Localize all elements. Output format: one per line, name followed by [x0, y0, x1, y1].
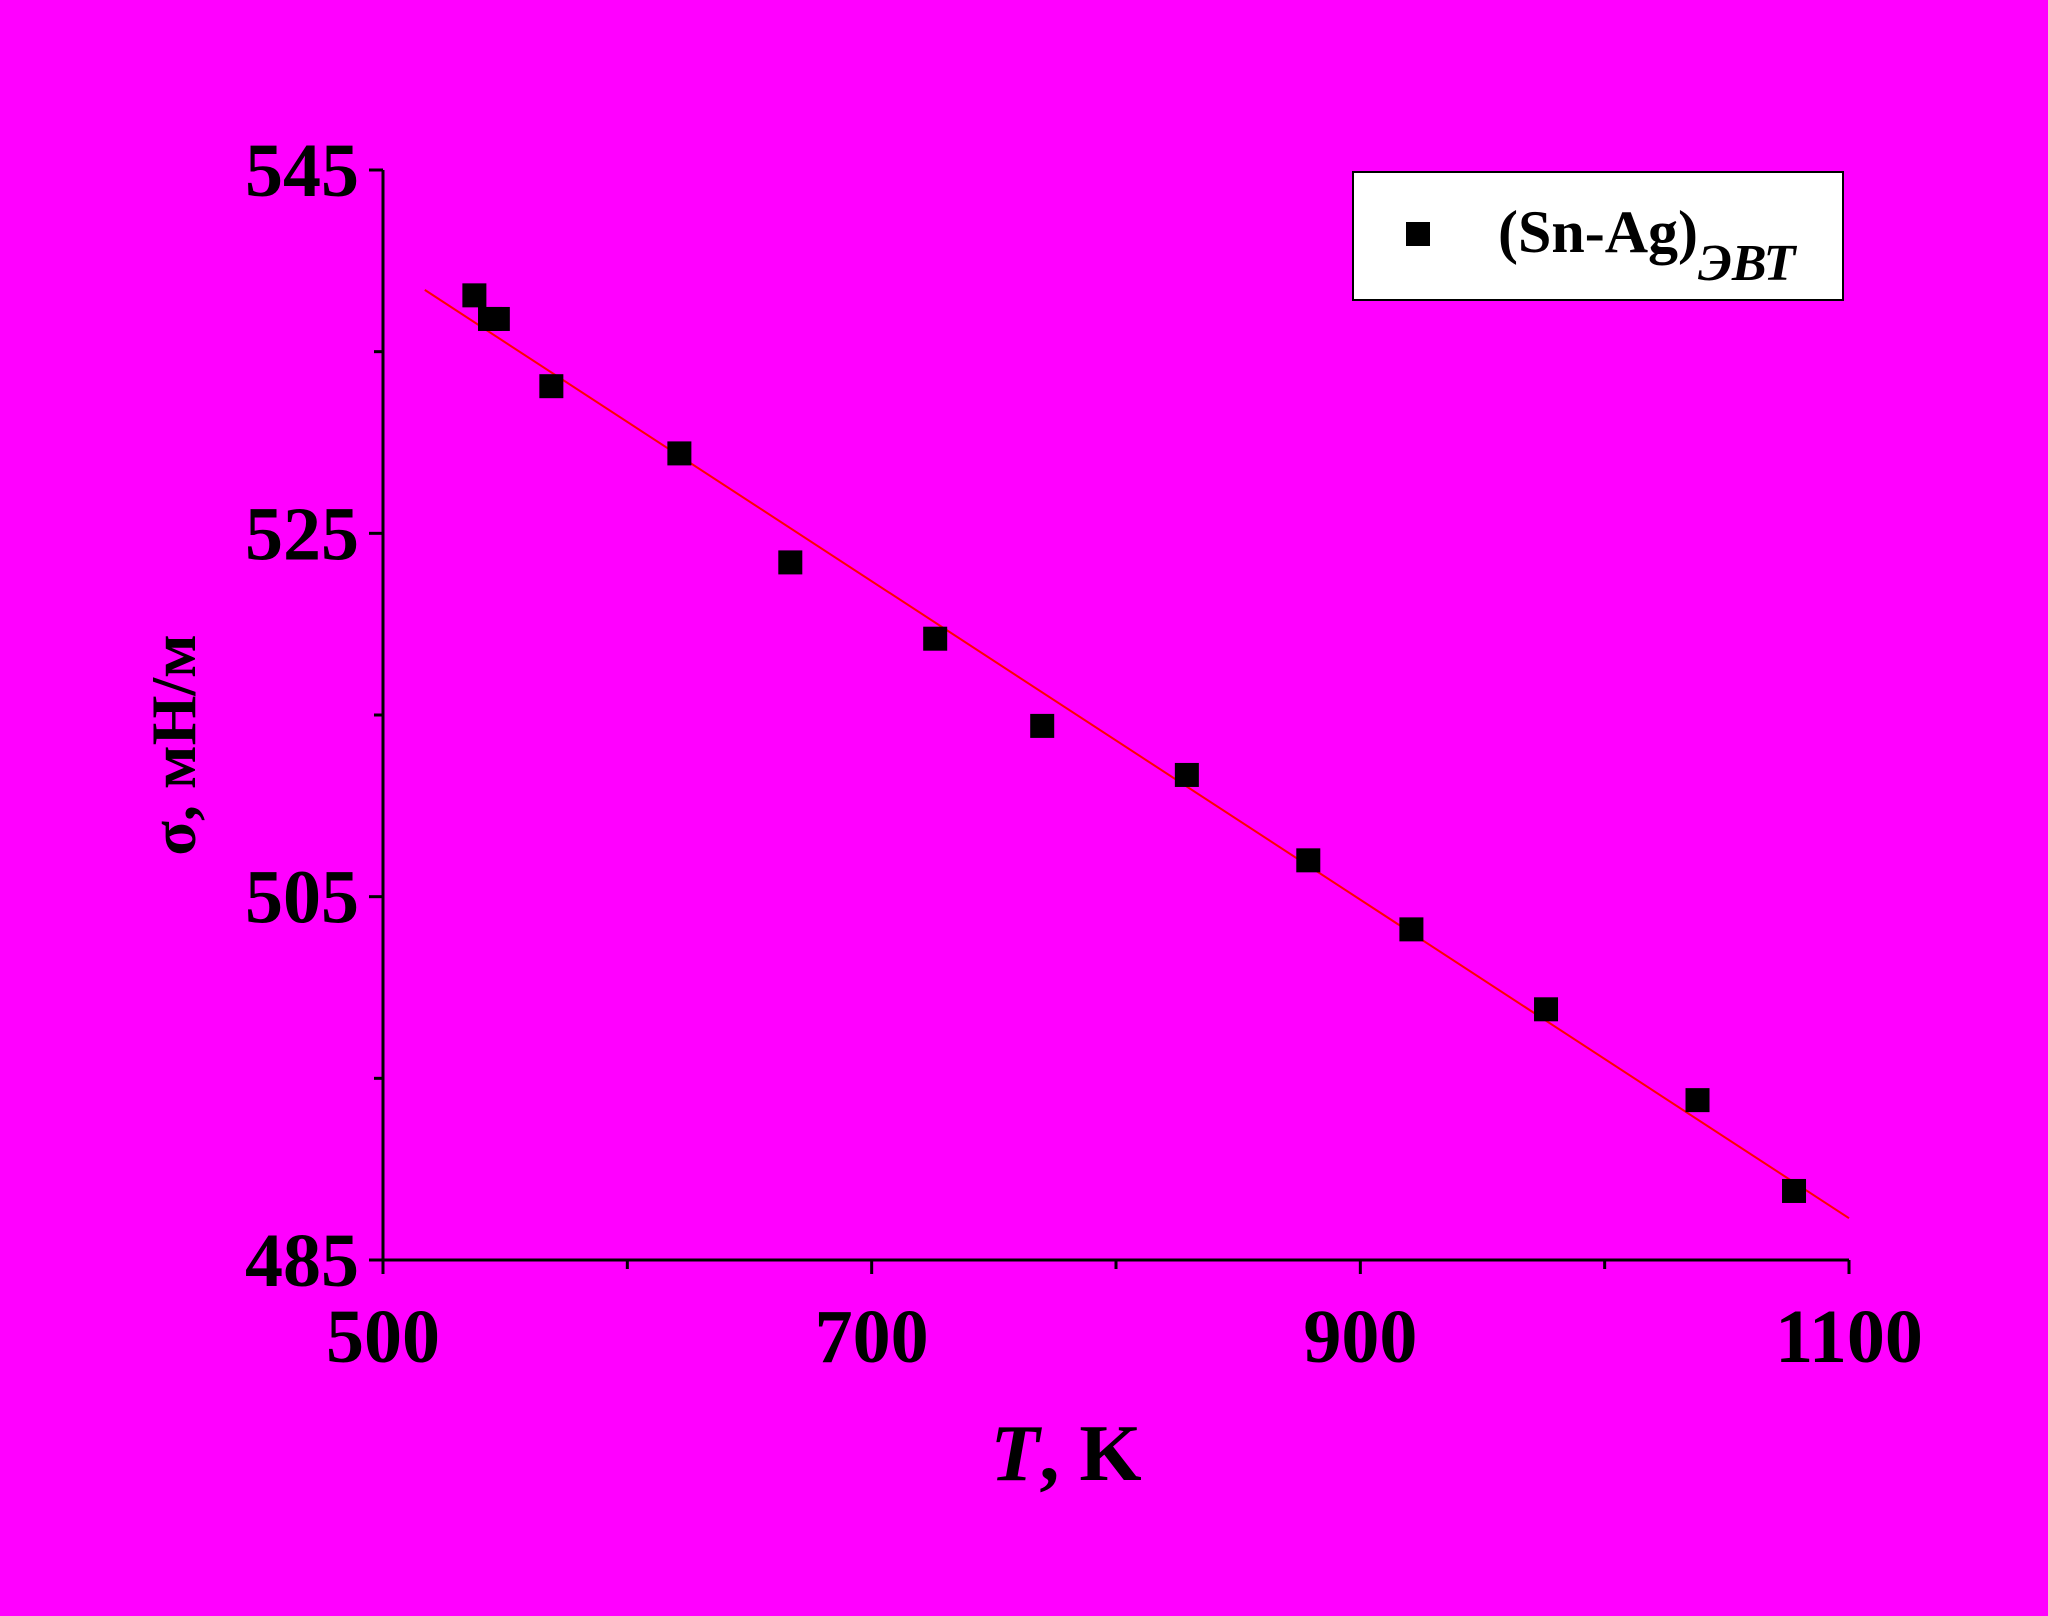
y-tick-label: 505 — [245, 856, 359, 940]
legend-label: (Sn-Ag)ЭВТ — [1498, 199, 1798, 292]
legend-subscript: ЭВТ — [1698, 235, 1798, 292]
y-tick-label: 525 — [245, 492, 359, 576]
legend-box — [1352, 171, 1844, 301]
x-axis-symbol: T — [990, 1410, 1042, 1498]
legend-marker — [1406, 222, 1430, 246]
x-axis-label: T, K — [990, 1410, 1141, 1498]
y-axis-label: σ, мН/м — [138, 634, 209, 856]
data-point — [778, 550, 803, 575]
data-point — [1174, 762, 1199, 787]
x-tick-label: 900 — [1303, 1295, 1417, 1379]
x-tick-label: 1100 — [1775, 1295, 1923, 1379]
fit-line — [424, 289, 1850, 1220]
data-point — [923, 626, 948, 651]
data-point — [485, 306, 510, 331]
legend-name: (Sn-Ag) — [1498, 199, 1698, 265]
data-point — [462, 283, 487, 308]
data-point — [667, 441, 692, 466]
y-tick-label: 485 — [245, 1219, 359, 1303]
data-point — [1782, 1178, 1807, 1203]
data-point — [1534, 997, 1559, 1022]
data-point — [1296, 848, 1321, 873]
data-point — [539, 374, 564, 399]
data-point — [1685, 1088, 1710, 1113]
data-point — [1030, 713, 1055, 738]
y-tick-label: 545 — [245, 129, 359, 213]
x-tick-label: 500 — [326, 1295, 440, 1379]
data-point — [1399, 917, 1424, 942]
x-tick-label: 700 — [815, 1295, 929, 1379]
x-axis-unit: , K — [1039, 1410, 1141, 1498]
